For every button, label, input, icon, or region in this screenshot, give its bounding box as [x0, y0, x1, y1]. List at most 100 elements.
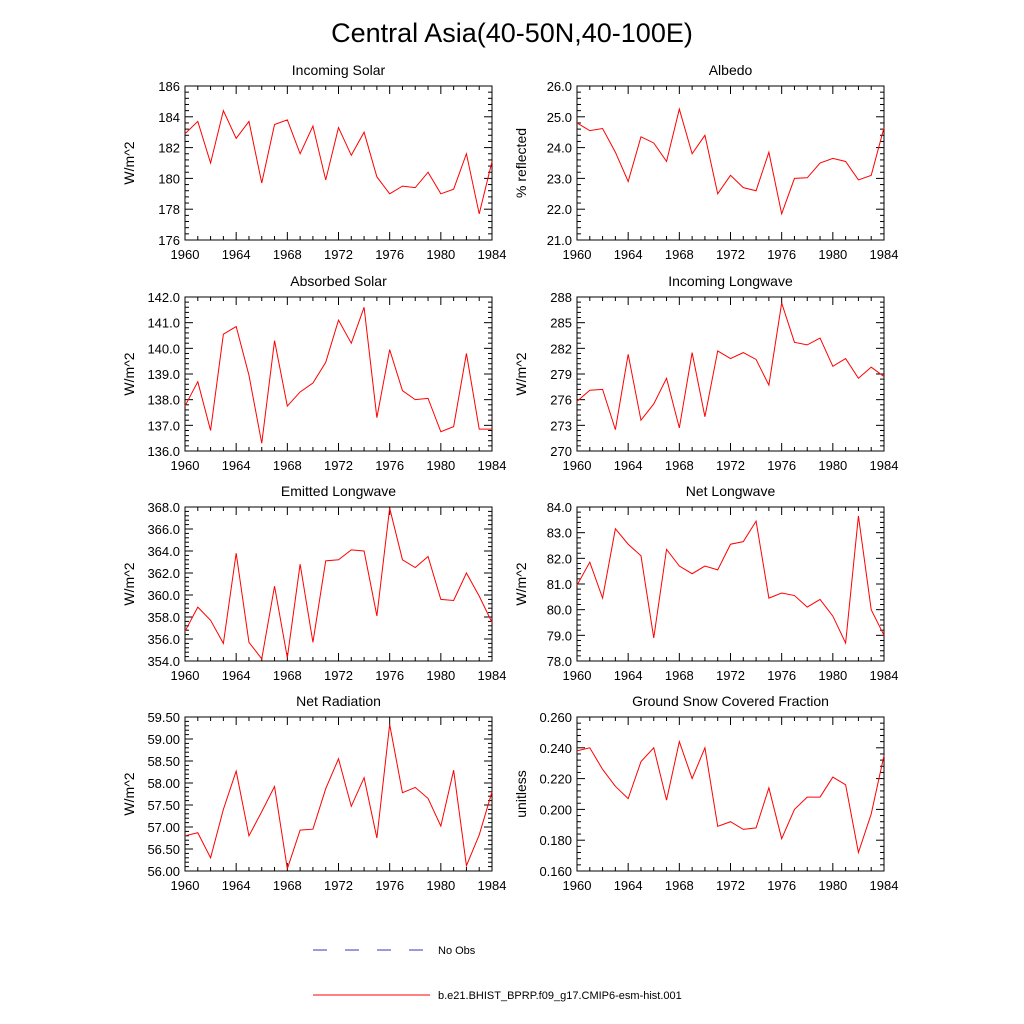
y-tick-label: 136.0 [147, 444, 180, 459]
y-tick-label: 137.0 [147, 418, 180, 433]
x-tick-label: 1976 [767, 668, 796, 683]
x-tick-label: 1976 [375, 247, 404, 262]
y-tick-label: 0.200 [539, 802, 572, 817]
y-tick-label: 80.0 [547, 603, 572, 618]
y-axis-label: W/m^2 [121, 141, 137, 184]
plot-frame [576, 85, 885, 241]
y-tick-label: 288 [550, 290, 572, 305]
y-tick-label: 84.0 [547, 500, 572, 515]
panel-net-longwave: Net Longwave 78.0 79.0 80.0 81.0 82.0 83.0 84.0… [513, 483, 898, 683]
x-tick-label: 1976 [767, 878, 796, 893]
y-axis-label: unitless [513, 770, 529, 817]
series-line-net-longwave [576, 515, 885, 645]
y-tick-label: 178 [158, 202, 180, 217]
series-line-net-radiation [184, 724, 493, 869]
x-tick-label: 1968 [273, 247, 302, 262]
x-tick-label: 1960 [563, 878, 592, 893]
x-tick-label: 1984 [478, 878, 507, 893]
y-tick-label: 0.160 [539, 864, 572, 879]
panel-emitted-longwave: Emitted Longwave 354.0 356.0 358.0 360.0 362.… [121, 483, 506, 683]
x-tick-label: 1960 [171, 247, 200, 262]
y-tick-label: 282 [550, 341, 572, 356]
y-axis-label: W/m^2 [513, 562, 529, 605]
x-tick-label: 1984 [870, 878, 899, 893]
y-axis-label: % reflected [513, 128, 529, 198]
x-tick-label: 1960 [563, 668, 592, 683]
y-tick-label: 279 [550, 367, 572, 382]
y-tick-label: 59.00 [147, 732, 180, 747]
series-line-albedo [576, 107, 885, 216]
x-tick-label: 1960 [563, 458, 592, 473]
legend-label-model: b.e21.BHIST_BPRP.f09_g17.CMIP6-esm-hist.… [438, 990, 682, 1002]
x-tick-label: 1972 [324, 878, 353, 893]
panel-title: Net Radiation [296, 693, 381, 709]
y-tick-label: 180 [158, 171, 180, 186]
panel-incoming-longwave: Incoming Longwave 270 273 276 279 282 285 288 19… [513, 273, 898, 473]
y-tick-label: 366.0 [147, 522, 180, 537]
y-axis-label: W/m^2 [121, 772, 137, 815]
x-tick-label: 1980 [426, 668, 455, 683]
y-tick-label: 141.0 [147, 316, 180, 331]
y-axis-label: W/m^2 [513, 352, 529, 395]
plot-frame [576, 506, 885, 662]
y-tick-label: 23.0 [547, 171, 572, 186]
legend-label-obs: No Obs [438, 945, 476, 957]
y-tick-label: 56.50 [147, 842, 180, 857]
y-tick-label: 356.0 [147, 632, 180, 647]
x-tick-label: 1964 [222, 878, 251, 893]
x-tick-label: 1980 [818, 668, 847, 683]
y-tick-label: 364.0 [147, 544, 180, 559]
x-tick-label: 1984 [478, 247, 507, 262]
panel-title: Absorbed Solar [290, 273, 387, 289]
panel-net-radiation: Net Radiation 56.00 56.50 57.00 57.50 58.00 58… [121, 693, 506, 893]
y-tick-label: 81.0 [547, 577, 572, 592]
x-tick-label: 1980 [426, 878, 455, 893]
y-tick-label: 186 [158, 79, 180, 94]
x-tick-label: 1968 [665, 878, 694, 893]
x-tick-label: 1984 [870, 247, 899, 262]
legend: No Obs b.e21.BHIST_BPRP.f09_g17.CMIP6-esm… [313, 945, 682, 1002]
y-tick-label: 182 [158, 141, 180, 156]
y-tick-label: 82.0 [547, 551, 572, 566]
x-tick-label: 1960 [563, 247, 592, 262]
x-tick-label: 1968 [665, 458, 694, 473]
x-tick-label: 1984 [478, 458, 507, 473]
panel-absorbed-solar: Absorbed Solar 136.0 137.0 138.0 139.0 140.0 1… [121, 273, 506, 473]
y-tick-label: 25.0 [547, 110, 572, 125]
y-tick-label: 142.0 [147, 290, 180, 305]
panel-albedo: Albedo 21.0 22.0 23.0 24.0 25.0 26.0 1960 1964 19… [513, 62, 898, 262]
x-tick-label: 1964 [222, 668, 251, 683]
y-axis-label: W/m^2 [121, 562, 137, 605]
y-tick-label: 0.260 [539, 710, 572, 725]
x-tick-label: 1964 [614, 668, 643, 683]
x-tick-label: 1976 [767, 458, 796, 473]
x-tick-label: 1960 [171, 878, 200, 893]
x-tick-label: 1976 [375, 458, 404, 473]
y-tick-label: 0.240 [539, 741, 572, 756]
x-tick-label: 1972 [324, 668, 353, 683]
y-tick-label: 58.50 [147, 754, 180, 769]
x-tick-label: 1976 [375, 878, 404, 893]
y-tick-label: 270 [550, 444, 572, 459]
y-tick-label: 79.0 [547, 628, 572, 643]
x-tick-label: 1980 [818, 458, 847, 473]
y-tick-label: 362.0 [147, 566, 180, 581]
x-tick-label: 1968 [665, 668, 694, 683]
y-tick-label: 21.0 [547, 233, 572, 248]
plot-frame [576, 296, 885, 452]
x-tick-label: 1960 [171, 458, 200, 473]
x-tick-label: 1980 [818, 247, 847, 262]
y-tick-label: 83.0 [547, 526, 572, 541]
y-tick-label: 78.0 [547, 654, 572, 669]
y-tick-label: 59.50 [147, 710, 180, 725]
y-tick-label: 24.0 [547, 141, 572, 156]
x-tick-label: 1964 [222, 458, 251, 473]
x-tick-label: 1972 [716, 878, 745, 893]
x-tick-label: 1960 [171, 668, 200, 683]
y-tick-label: 26.0 [547, 79, 572, 94]
y-tick-label: 138.0 [147, 393, 180, 408]
x-tick-label: 1984 [870, 458, 899, 473]
panel-title: Albedo [709, 62, 753, 78]
y-tick-label: 276 [550, 393, 572, 408]
